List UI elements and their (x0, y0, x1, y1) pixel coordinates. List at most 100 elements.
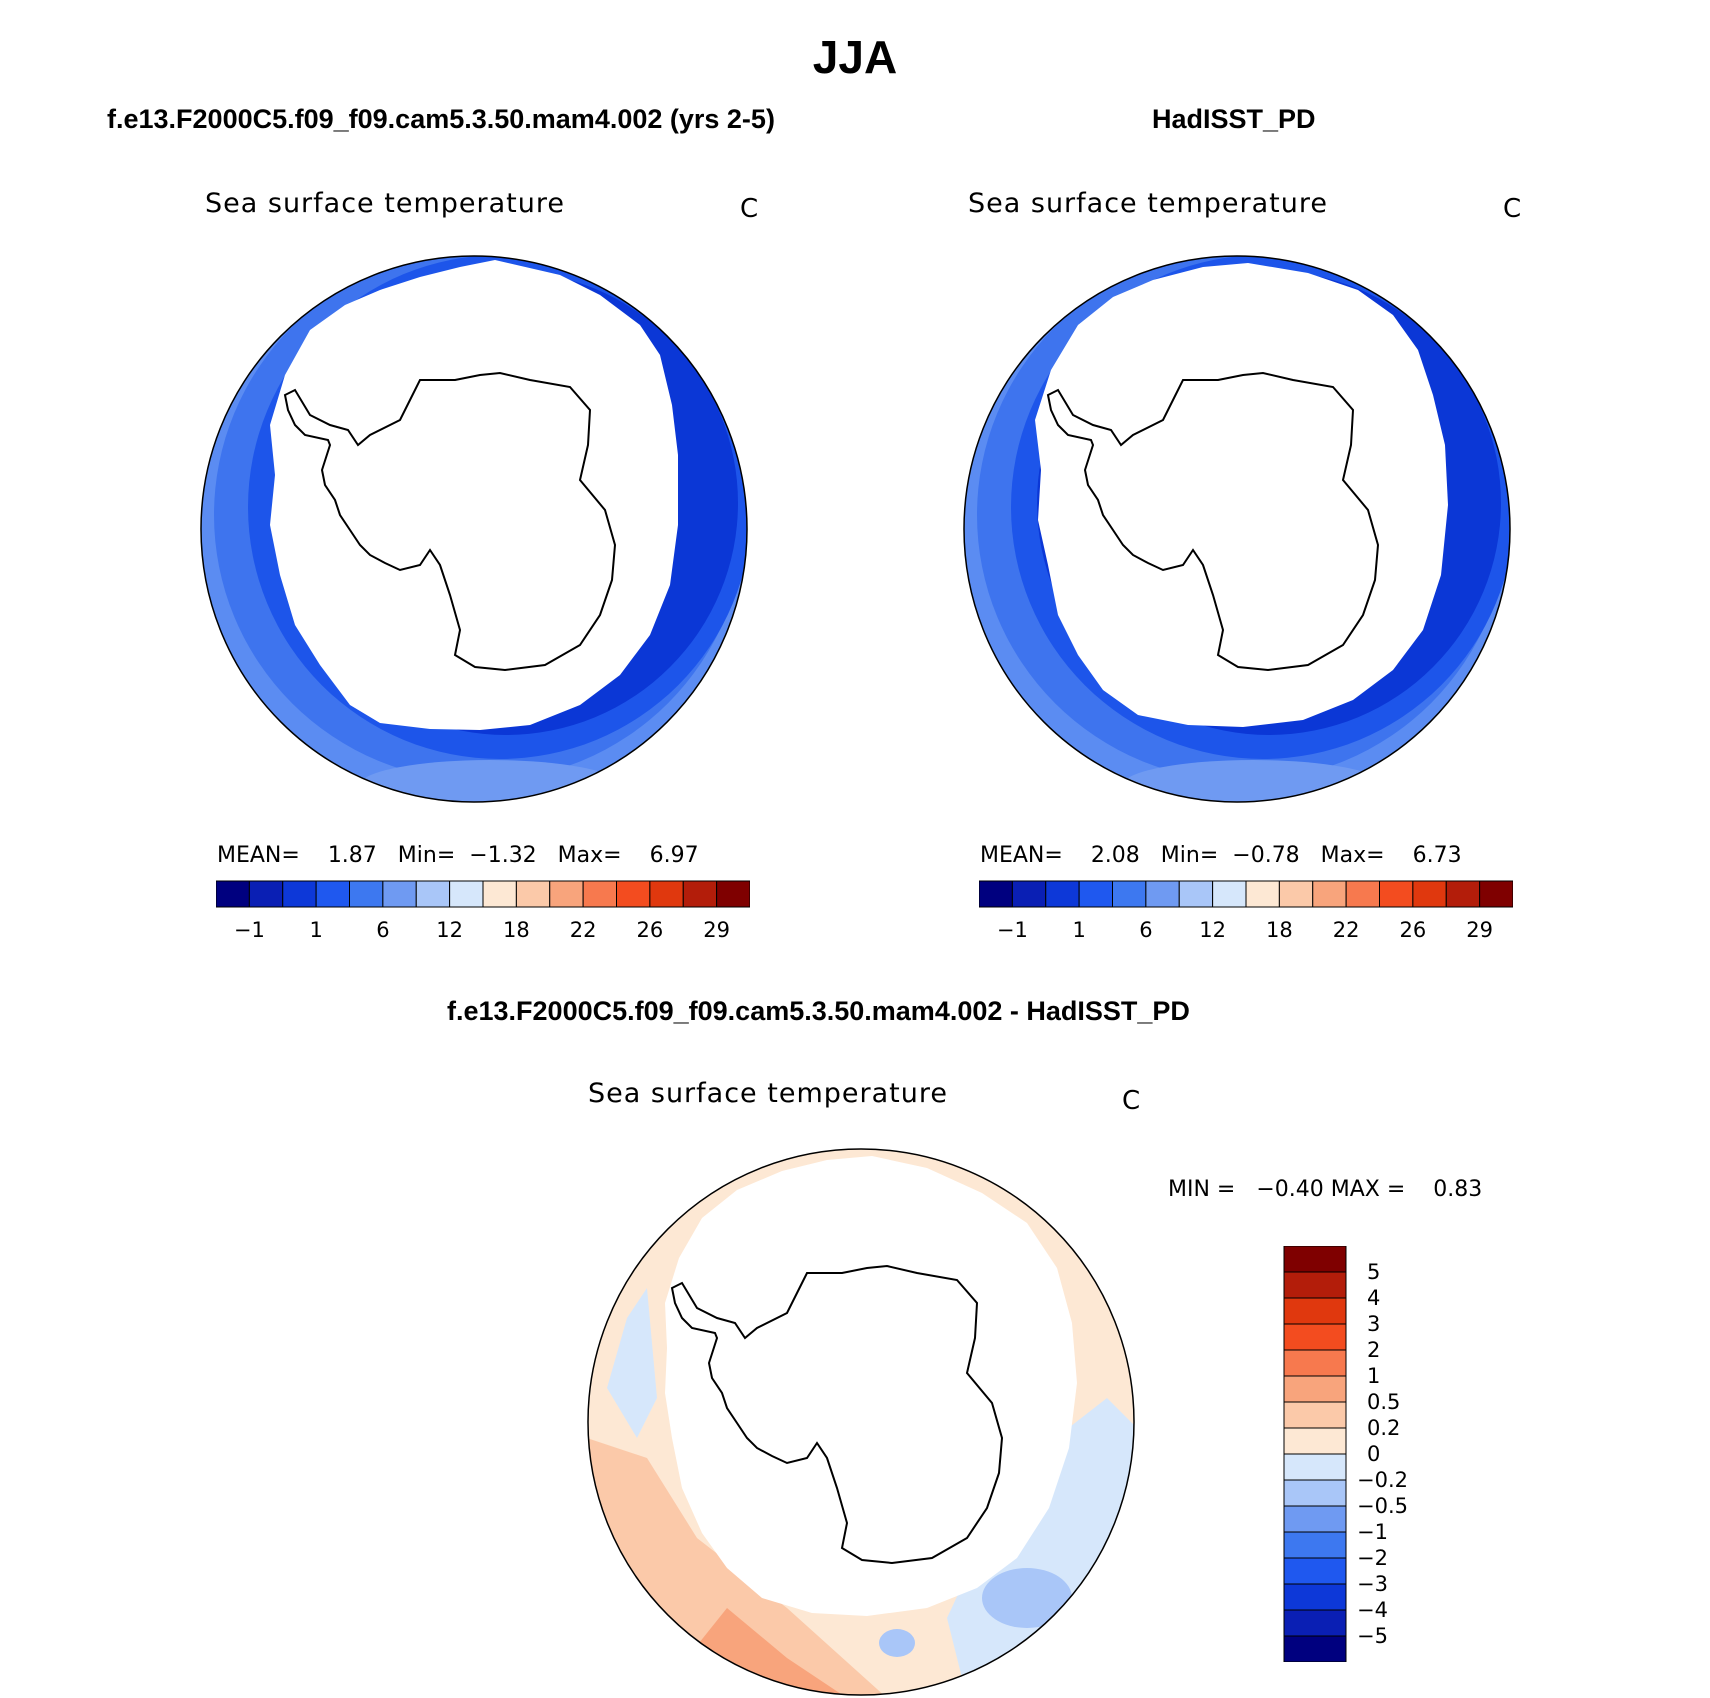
panel2-units: C (1503, 194, 1522, 224)
panel1-colorbar-tick-label: 22 (569, 918, 597, 942)
panel2-colorbar-swatch (1479, 880, 1513, 908)
panel3-header: f.e13.F2000C5.f09_f09.cam5.3.50.mam4.002… (447, 996, 1190, 1026)
panel2-min-label: Min= (1160, 843, 1219, 868)
panel3-max-value: 0.83 (1433, 1177, 1483, 1202)
panel1-colorbar-swatch (282, 880, 317, 908)
panel2-colorbar-swatch (1345, 880, 1380, 908)
panel1-colorbar-swatch (449, 880, 484, 908)
panel2-colorbar-tick-label: −1 (996, 918, 1028, 942)
panel2-map-boundary (963, 255, 1511, 803)
panel1-colorbar-tick-label: 18 (503, 918, 530, 942)
panel3-variable-title: Sea surface temperature (588, 1078, 948, 1109)
panel3-stats: MIN = −0.40 MAX = 0.83 (1168, 1177, 1482, 1202)
panel1-stats: MEAN= 1.87 Min= −1.32 Max= 6.97 (217, 843, 699, 868)
page-title: JJA (812, 31, 898, 83)
panel2-colorbar-swatch (1278, 880, 1314, 908)
panel2-colorbar-swatch (1011, 880, 1047, 908)
panel1-mean-label: MEAN= (217, 843, 300, 868)
panel3-colorbar-swatch (1283, 1375, 1347, 1403)
panel1-colorbar-swatch (682, 880, 718, 908)
panel3-antarctica-outline (670, 1264, 1004, 1565)
panel1-colorbar-swatch (582, 880, 617, 908)
panel1-colorbar-swatch (515, 880, 551, 908)
panel3-colorbar-tick-label: −4 (1357, 1598, 1388, 1622)
panel2-colorbar-swatch (1312, 880, 1347, 908)
panel1-colorbar-tick-label: 29 (703, 918, 730, 942)
panel2-colorbar (979, 880, 1513, 908)
panel3-max-label: MAX = (1330, 1177, 1406, 1202)
panel3-colorbar-swatch (1283, 1505, 1347, 1533)
panel3-sea-ice-mask (665, 1156, 1077, 1616)
panel2-colorbar-tick-label: 18 (1266, 918, 1293, 942)
panel2-colorbar-swatch (1078, 880, 1113, 908)
panel2-colorbar-tick-label: 1 (1072, 918, 1086, 942)
panel2-colorbar-swatch (1045, 880, 1080, 908)
panel2-mean-value: 2.08 (1090, 843, 1140, 868)
panel3-colorbar-tick-label: −0.2 (1357, 1468, 1408, 1492)
panel3-colorbar-swatch (1283, 1401, 1347, 1429)
panel1-colorbar-swatch (315, 880, 350, 908)
panel2-colorbar-ticks: −1 1 6 12 18 22 26 29 (979, 918, 1513, 948)
panel3-map (587, 1148, 1135, 1696)
panel1-colorbar-swatch (549, 880, 584, 908)
panel3-colorbar-swatch (1283, 1453, 1347, 1481)
panel3-colorbar-tick-label: 0.2 (1367, 1416, 1401, 1440)
panel3-colorbar-swatch (1283, 1557, 1347, 1585)
panel3-colorbar-swatch (1283, 1323, 1347, 1351)
panel3-colorbar (1283, 1246, 1347, 1662)
panel1-colorbar-swatch (649, 880, 684, 908)
panel1-sea-ice-mask (270, 260, 678, 730)
panel2-colorbar-swatch (1245, 880, 1280, 908)
panel2-colorbar-tick-label: 22 (1332, 918, 1360, 942)
panel2-max-label: Max= (1320, 843, 1385, 868)
panel1-colorbar-swatch (716, 880, 750, 908)
panel1-colorbar-tick-label: 12 (436, 918, 463, 942)
panel2-header: HadISST_PD (1152, 104, 1316, 134)
panel1-mean-value: 1.87 (327, 843, 377, 868)
panel3-colorbar-tick-label: −2 (1357, 1546, 1388, 1570)
panel3-colorbar-swatch (1283, 1427, 1347, 1455)
panel2-map (963, 255, 1511, 803)
panel3-cooler-patch (982, 1568, 1072, 1628)
panel2-colorbar-swatch (1145, 880, 1180, 908)
panel3-min-value: −0.40 (1256, 1177, 1324, 1202)
panel3-colorbar-swatch (1283, 1479, 1347, 1507)
panel1-map (200, 255, 748, 803)
panel3-colorbar-swatch (1283, 1297, 1347, 1325)
panel1-colorbar-swatch (216, 880, 250, 908)
panel3-colorbar-tick-label: −1 (1357, 1520, 1388, 1544)
panel1-colorbar-swatch (482, 880, 517, 908)
panel2-colorbar-swatch (1212, 880, 1247, 908)
panel3-colorbar-tick-label: 0 (1367, 1442, 1381, 1466)
panel2-variable-title: Sea surface temperature (968, 188, 1328, 219)
panel1-colorbar (216, 880, 750, 908)
panel1-units: C (740, 194, 759, 224)
panel1-header: f.e13.F2000C5.f09_f09.cam5.3.50.mam4.002… (107, 104, 775, 134)
panel2-colorbar-tick-label: 29 (1466, 918, 1493, 942)
panel1-min-label: Min= (397, 843, 456, 868)
panel3-colorbar-swatch (1283, 1531, 1347, 1559)
panel2-stats: MEAN= 2.08 Min= −0.78 Max= 6.73 (980, 843, 1462, 868)
panel3-colorbar-tick-label: 4 (1367, 1286, 1381, 1310)
panel1-colorbar-swatch (248, 880, 284, 908)
panel1-colorbar-tick-label: 26 (636, 918, 664, 942)
panel2-colorbar-tick-label: 12 (1199, 918, 1226, 942)
panel2-colorbar-swatch (979, 880, 1013, 908)
panel3-cool-edge (607, 1288, 657, 1438)
panel2-colorbar-swatch (1178, 880, 1214, 908)
panel2-antarctica-outline (1046, 371, 1380, 672)
panel1-colorbar-tick-label: −1 (233, 918, 265, 942)
panel1-colorbar-swatch (415, 880, 451, 908)
panel1-colorbar-ticks: −1 1 6 12 18 22 26 29 (216, 918, 750, 948)
panel3-colorbar-swatch (1283, 1271, 1347, 1299)
panel3-colorbar-tick-label: 2 (1367, 1338, 1381, 1362)
panel3-colorbar-swatch (1283, 1246, 1347, 1273)
panel2-colorbar-tick-label: 6 (1139, 918, 1153, 942)
panel2-sea-ice-mask (1035, 263, 1448, 727)
panel2-min-value: −0.78 (1232, 843, 1300, 868)
panel1-colorbar-tick-label: 1 (309, 918, 323, 942)
panel1-colorbar-swatch (382, 880, 417, 908)
panel1-variable-title: Sea surface temperature (205, 188, 565, 219)
panel3-colorbar-tick-label: 5 (1367, 1260, 1381, 1284)
panel3-colorbar-tick-label: −0.5 (1357, 1494, 1408, 1518)
